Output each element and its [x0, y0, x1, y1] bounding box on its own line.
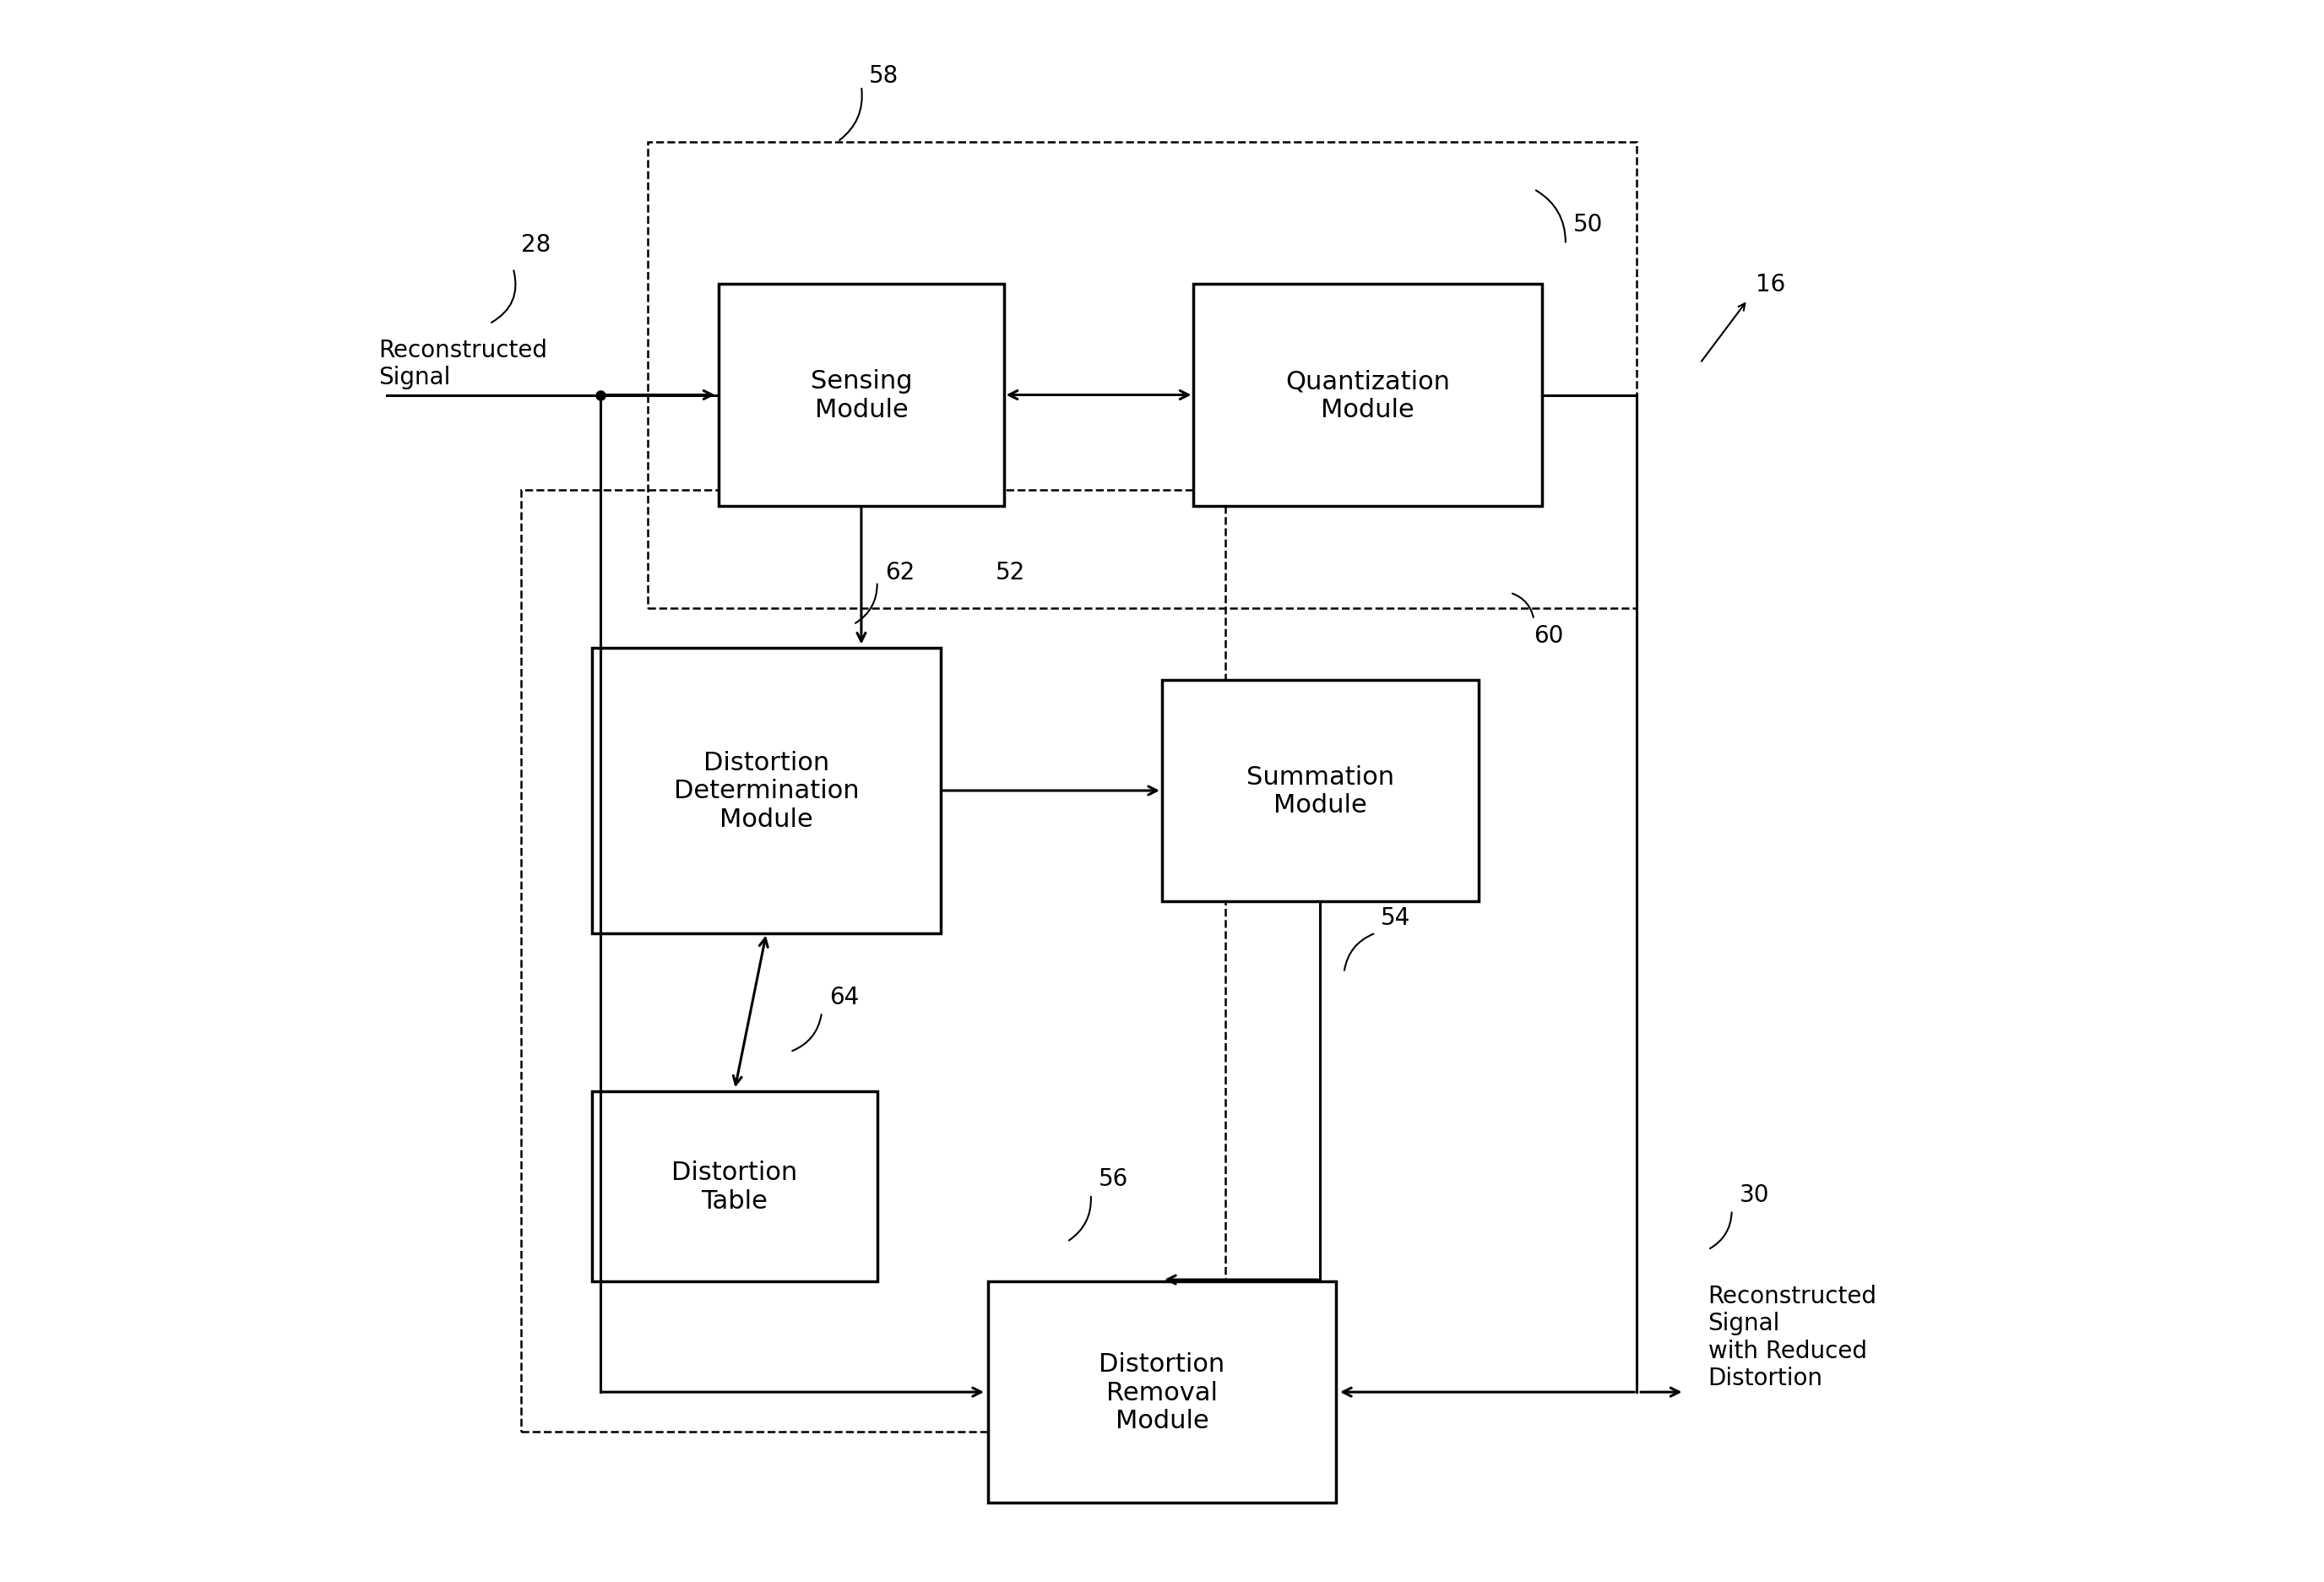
Text: Distortion
Determination
Module: Distortion Determination Module — [674, 750, 860, 832]
Text: 58: 58 — [869, 65, 899, 87]
Text: 50: 50 — [1573, 214, 1604, 236]
Text: Distortion
Table: Distortion Table — [672, 1160, 797, 1213]
FancyBboxPatch shape — [593, 1092, 876, 1281]
Text: Quantization
Module: Quantization Module — [1285, 369, 1450, 422]
Text: 16: 16 — [1755, 274, 1785, 296]
Text: Distortion
Removal
Module: Distortion Removal Module — [1099, 1351, 1225, 1433]
FancyBboxPatch shape — [1195, 285, 1541, 506]
Text: 28: 28 — [521, 234, 551, 256]
FancyBboxPatch shape — [718, 285, 1004, 506]
Text: 30: 30 — [1741, 1183, 1769, 1205]
Text: 64: 64 — [830, 986, 860, 1008]
Text: Reconstructed
Signal: Reconstructed Signal — [379, 339, 548, 389]
Text: 60: 60 — [1534, 625, 1564, 647]
FancyBboxPatch shape — [988, 1281, 1336, 1503]
Text: Sensing
Module: Sensing Module — [811, 369, 913, 422]
FancyBboxPatch shape — [593, 649, 941, 933]
Text: Summation
Module: Summation Module — [1246, 764, 1394, 818]
FancyBboxPatch shape — [1162, 680, 1478, 902]
Text: 52: 52 — [995, 562, 1025, 584]
Text: 56: 56 — [1099, 1168, 1129, 1190]
Text: Reconstructed
Signal
with Reduced
Distortion: Reconstructed Signal with Reduced Distor… — [1708, 1285, 1878, 1389]
Text: 62: 62 — [885, 562, 916, 584]
Text: 54: 54 — [1380, 906, 1411, 929]
